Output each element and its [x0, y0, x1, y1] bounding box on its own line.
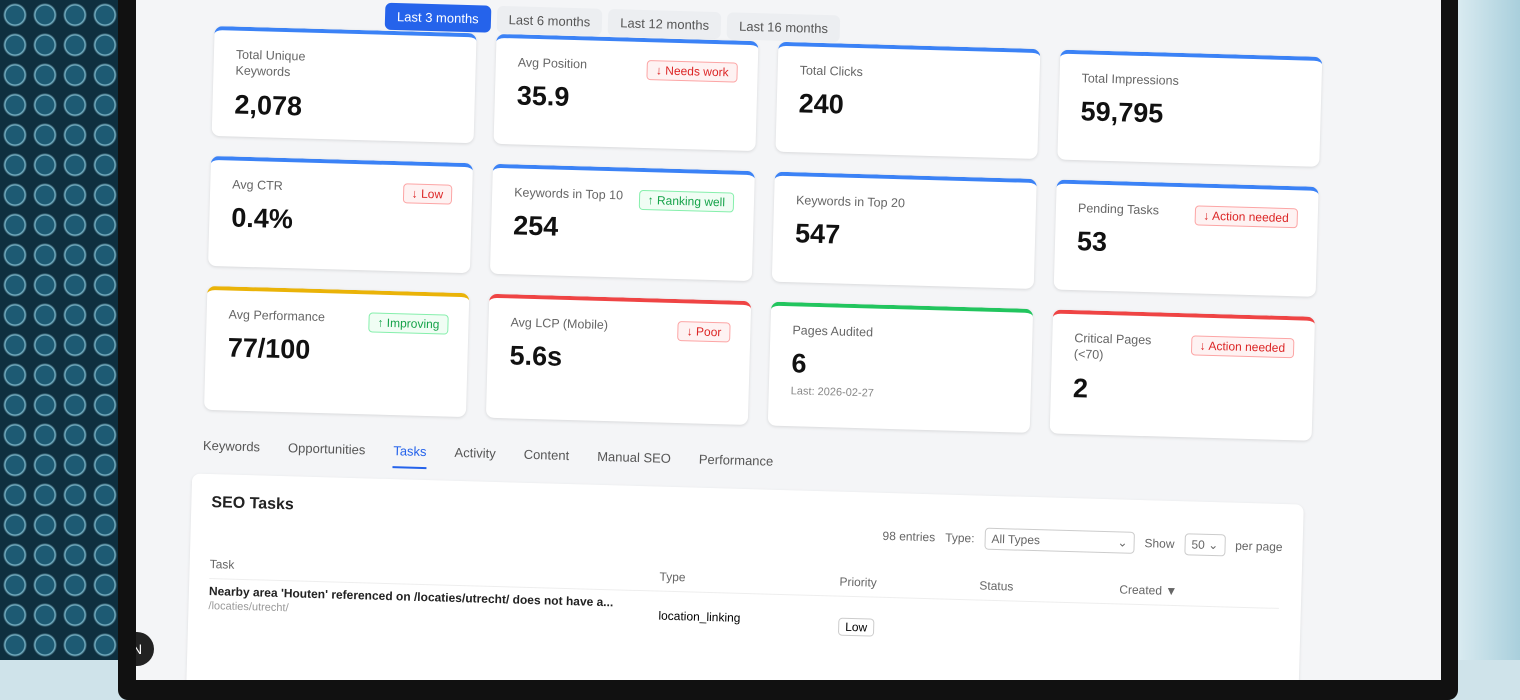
- dashboard: Last 3 months Last 6 months Last 12 mont…: [186, 0, 1346, 680]
- kpi-card: Avg LCP (Mobile) 5.6s ↓ Poor: [485, 293, 752, 426]
- show-label: Show: [1144, 536, 1175, 551]
- kpi-value: 2: [1072, 372, 1089, 404]
- kpi-card: Pages Audited 6 Last: 2026-02-27: [767, 301, 1034, 433]
- kpi-label: Total Impressions: [1081, 71, 1180, 88]
- seo-tasks-panel: SEO Tasks 98 entries Type: All Types ⌄ S…: [186, 473, 1304, 680]
- kpi-card: Total Clicks 240: [775, 41, 1041, 160]
- tab-tasks[interactable]: Tasks: [392, 443, 427, 470]
- kpi-value: 240: [798, 88, 845, 120]
- kpi-label: Keywords in Top 20: [795, 193, 906, 211]
- kpi-value: 53: [1076, 226, 1108, 258]
- kpi-card: Avg Position 35.9 ↓ Needs work: [493, 33, 759, 152]
- type-filter-value: All Types: [991, 531, 1041, 548]
- kpi-value: 547: [794, 218, 841, 250]
- kpi-value: 35.9: [516, 80, 570, 113]
- background-metal: [0, 0, 130, 660]
- kpi-value: 77/100: [227, 332, 311, 366]
- priority-badge: Low: [837, 617, 875, 637]
- kpi-label: Avg Performance: [228, 307, 326, 325]
- kpi-card: Total Unique Keywords 2,078: [211, 25, 477, 144]
- kpi-value: 5.6s: [509, 340, 563, 373]
- kpi-value: 2,078: [234, 89, 303, 121]
- kpi-label: Pages Audited: [792, 323, 874, 340]
- col-status[interactable]: Status: [979, 578, 1014, 594]
- status-badge: ↓ Needs work: [646, 60, 738, 83]
- status-badge: ↑ Ranking well: [638, 189, 735, 213]
- status-badge: ↓ Action needed: [1194, 205, 1299, 229]
- status-badge: ↑ Improving: [368, 312, 449, 335]
- status-badge: ↓ Low: [402, 183, 453, 205]
- col-task[interactable]: Task: [209, 557, 235, 572]
- type-label: Type:: [945, 530, 975, 546]
- avatar[interactable]: N: [136, 632, 154, 666]
- tab-keywords[interactable]: Keywords: [202, 437, 261, 455]
- tab-opportunities[interactable]: Opportunities: [287, 440, 366, 458]
- col-created[interactable]: Created ▼: [1119, 582, 1178, 599]
- kpi-card: Keywords in Top 20 547: [771, 171, 1037, 289]
- background-right: [1450, 0, 1520, 660]
- kpi-card: Critical Pages (<70) 2 ↓ Action needed: [1049, 309, 1316, 441]
- screen: Last 3 months Last 6 months Last 12 mont…: [136, 0, 1441, 680]
- page-size-select[interactable]: 50 ⌄: [1184, 533, 1226, 557]
- tab-activity[interactable]: Activity: [454, 444, 496, 461]
- kpi-label: Total Clicks: [799, 63, 864, 80]
- col-type[interactable]: Type: [659, 569, 686, 585]
- kpi-card: Pending Tasks 53 ↓ Action needed: [1053, 179, 1319, 297]
- kpi-value: 59,795: [1080, 96, 1164, 129]
- range-12-months[interactable]: Last 12 months: [607, 8, 722, 40]
- col-priority[interactable]: Priority: [839, 574, 877, 590]
- kpi-label: Avg CTR: [232, 177, 283, 193]
- kpi-label: Critical Pages (<70): [1073, 331, 1152, 363]
- task-url: /locaties/utrecht/: [208, 600, 289, 615]
- per-page-label: per page: [1235, 538, 1283, 554]
- kpi-card: Keywords in Top 10 254 ↑ Ranking well: [489, 163, 755, 282]
- kpi-value: 0.4%: [230, 202, 294, 235]
- range-3-months[interactable]: Last 3 months: [384, 2, 492, 33]
- entries-count: 98 entries: [882, 528, 936, 545]
- kpi-grid: Total Unique Keywords 2,078 Avg Position …: [203, 25, 1323, 441]
- kpi-label: Avg LCP (Mobile): [510, 315, 609, 333]
- kpi-value: 254: [512, 210, 559, 242]
- kpi-label: Total Unique Keywords: [235, 47, 306, 80]
- kpi-label: Keywords in Top 10: [513, 185, 624, 203]
- tab-performance[interactable]: Performance: [698, 451, 774, 469]
- kpi-card: Total Impressions 59,795: [1057, 49, 1323, 167]
- tab-bar: Keywords Opportunities Tasks Activity Conten…: [202, 437, 774, 479]
- tab-manual-seo[interactable]: Manual SEO: [596, 448, 672, 466]
- status-badge: ↓ Poor: [677, 321, 731, 343]
- page-size-value: 50: [1191, 537, 1206, 552]
- kpi-label: Pending Tasks: [1077, 201, 1160, 218]
- tab-content[interactable]: Content: [523, 446, 570, 464]
- type-filter-select[interactable]: All Types ⌄: [984, 527, 1135, 554]
- chevron-down-icon: ⌄: [1117, 535, 1128, 550]
- kpi-card: Avg Performance 77/100 ↑ Improving: [203, 285, 470, 418]
- range-6-months[interactable]: Last 6 months: [496, 5, 603, 36]
- range-16-months[interactable]: Last 16 months: [726, 12, 841, 43]
- task-type: location_linking: [658, 608, 741, 625]
- status-badge: ↓ Action needed: [1190, 335, 1295, 359]
- kpi-card: Avg CTR 0.4% ↓ Low: [208, 155, 473, 274]
- kpi-subtext: Last: 2026-02-27: [790, 385, 875, 400]
- kpi-value: 6: [791, 348, 807, 379]
- kpi-label: Avg Position: [517, 55, 588, 72]
